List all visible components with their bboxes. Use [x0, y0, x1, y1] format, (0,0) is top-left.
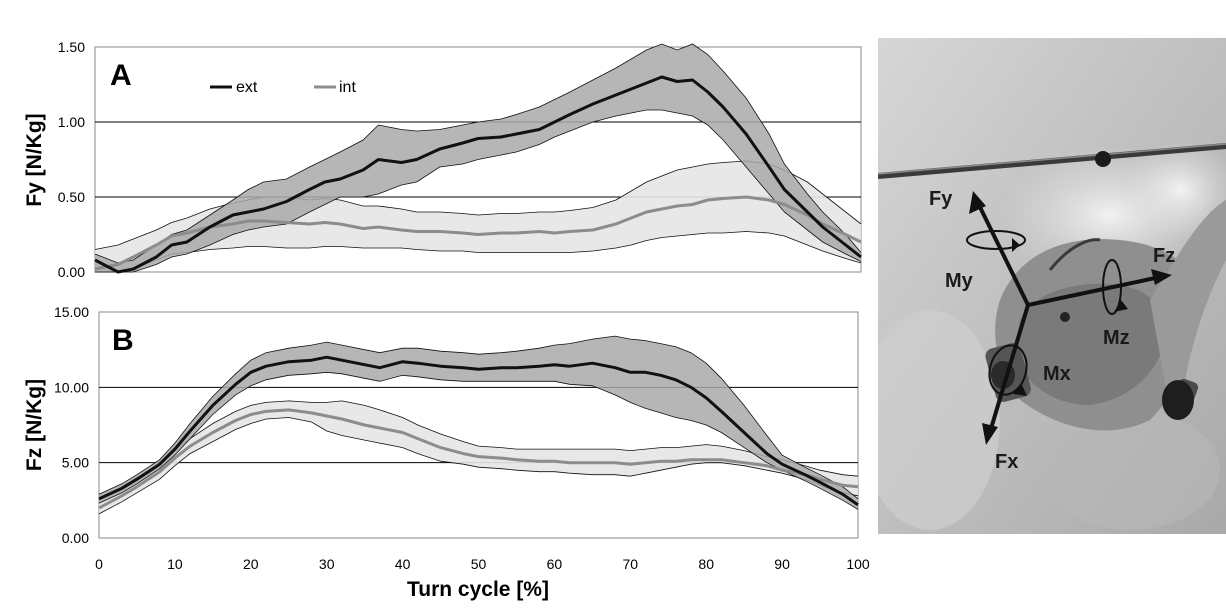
x-tick-label: 40 [395, 556, 411, 572]
band-ext [95, 44, 861, 272]
ski-sensor-photo: Fy My Fz Mz Mx Fx [878, 38, 1226, 534]
panel-b-letter: B [112, 324, 134, 357]
y-tick-label: 10.00 [54, 379, 89, 395]
legend: ext int [210, 79, 356, 96]
band-lower-int [98, 417, 859, 515]
band-upper-ext [94, 43, 862, 264]
x-tick-label: 70 [623, 556, 639, 572]
fx-label: Fx [995, 451, 1018, 473]
fz-arrow [1027, 275, 1161, 307]
x-tick-label: 10 [167, 556, 183, 572]
panel-a-letter: A [110, 59, 132, 92]
y-axis-title-b: Fz [N/Kg] [23, 379, 46, 471]
band-upper-int [98, 400, 859, 501]
force-axes [969, 191, 1172, 445]
band-lower-ext [98, 371, 859, 510]
x-tick-label: 50 [471, 556, 487, 572]
x-tick-label: 60 [547, 556, 563, 572]
series-line-ext [94, 75, 862, 274]
mz-arc [1102, 259, 1122, 315]
band-lower-ext [95, 109, 862, 273]
my-arc [966, 230, 1026, 250]
y-tick-label: 0.00 [58, 264, 85, 280]
band-int [95, 161, 861, 272]
mz-label: Mz [1103, 327, 1130, 349]
panel-a-chart: 0.00 0.50 1.00 1.50 A ext int Fy [N/Kg] [23, 39, 862, 280]
x-tick-label: 80 [698, 556, 714, 572]
series-line-int [98, 408, 859, 510]
series-line-int [94, 195, 862, 271]
fz-label: Fz [1153, 245, 1175, 267]
y-tick-label: 1.50 [58, 39, 85, 55]
mx-arc [988, 344, 1028, 396]
x-tick-label: 0 [95, 556, 103, 572]
band-ext [99, 336, 858, 510]
band-upper-ext [98, 335, 859, 500]
my-label: My [945, 270, 974, 292]
fy-arrow [975, 200, 1030, 306]
y-tick-label: 0.00 [62, 530, 89, 546]
y-axis-title-a: Fy [N/Kg] [23, 113, 46, 206]
fx-arrow [988, 304, 1030, 433]
x-axis-title: Turn cycle [%] [407, 578, 549, 601]
ski-pole [878, 143, 1226, 179]
series-line-ext [98, 355, 859, 507]
panel-b-chart: 0.00 5.00 10.00 15.00 0 10 20 30 40 50 60 70 80 90 10… [23, 304, 870, 601]
x-tick-label: 90 [774, 556, 790, 572]
x-tick-label: 100 [846, 556, 870, 572]
x-tick-label: 20 [243, 556, 259, 572]
legend-label-int: int [339, 79, 356, 96]
band-lower-int [95, 231, 862, 273]
fy-label: Fy [929, 188, 953, 210]
moment-arcs [966, 230, 1122, 396]
y-tick-label: 1.00 [58, 114, 85, 130]
y-tick-label: 0.50 [58, 189, 85, 205]
x-tick-label: 30 [319, 556, 335, 572]
y-tick-label: 15.00 [54, 304, 89, 320]
legend-label-ext: ext [236, 79, 258, 96]
mx-label: Mx [1043, 363, 1071, 385]
y-tick-label: 5.00 [62, 455, 89, 471]
